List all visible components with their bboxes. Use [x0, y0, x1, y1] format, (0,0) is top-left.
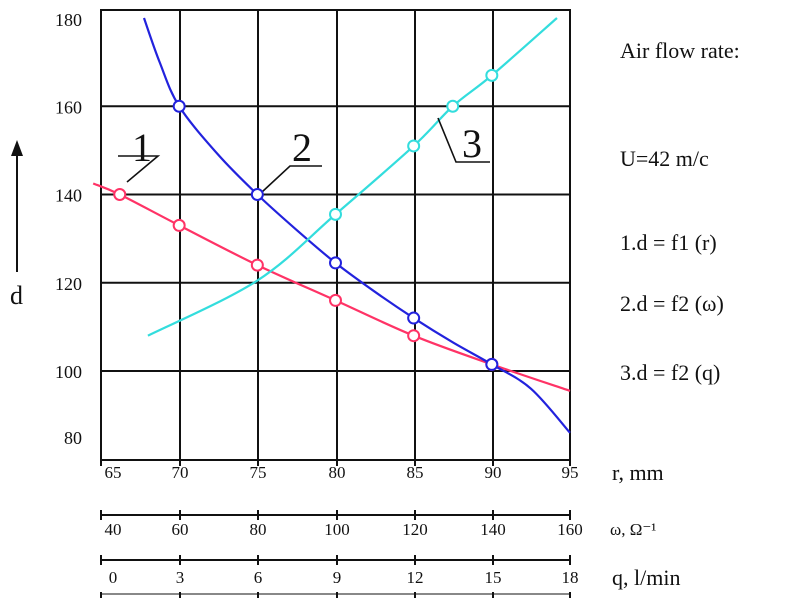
x-tick-label-omega: 80 [250, 520, 267, 539]
x-tick-label-q: 0 [109, 568, 118, 587]
y-tick-label: 180 [55, 10, 82, 30]
series-1-point [329, 293, 342, 307]
y-tick-label: 100 [55, 362, 82, 382]
y-tick-label: 80 [64, 428, 82, 448]
y-tick-label: 160 [55, 97, 82, 117]
legend: Air flow rate: U=42 m/c 1.d = f1 (r) 2.d… [620, 38, 740, 385]
series-2-point [250, 188, 264, 201]
x-tick-label-r: 75 [250, 463, 267, 482]
x-tick-label-q: 9 [333, 568, 342, 587]
x-axis-label-q: q, l/min [612, 565, 680, 590]
x-tick-label-q: 6 [254, 568, 263, 587]
x-tick-label-omega: 120 [402, 520, 428, 539]
x-tick-label-r: 65 [105, 463, 122, 482]
series-2-point [407, 311, 421, 325]
series-2-point [172, 99, 186, 113]
x-tick-label-omega: 60 [172, 520, 189, 539]
legend-entry-1: 1.d = f1 (r) [620, 230, 717, 255]
y-tick-label: 140 [55, 186, 82, 206]
curve-label-3: 3 [462, 121, 482, 166]
curve-label-2: 2 [292, 125, 312, 170]
x-tick-label-r: 70 [172, 463, 189, 482]
x-axis-label-omega: ω, Ω⁻¹ [610, 520, 656, 539]
x-tick-label-q: 12 [407, 568, 424, 587]
series-2-point [485, 357, 499, 371]
x-tick-label-r: 85 [407, 463, 424, 482]
legend-entry-3: 3.d = f2 (q) [620, 360, 720, 385]
plot-frame [100, 9, 571, 461]
series-3-point [446, 99, 460, 113]
x-tick-label-r: 90 [485, 463, 502, 482]
y-tick-labels: 80 100 120 140 160 180 [55, 10, 82, 448]
series-3-point [329, 207, 342, 221]
series-1-point [113, 188, 127, 201]
leader-3 [437, 117, 490, 163]
x-tick-label-omega: 40 [105, 520, 122, 539]
series-1-point [407, 329, 421, 343]
y-axis-arrow [11, 140, 23, 272]
markers [113, 68, 499, 371]
series-3-point [485, 68, 499, 82]
x-tick-label-q: 15 [485, 568, 502, 587]
series-3-line [147, 17, 558, 337]
legend-velocity: U=42 m/c [620, 146, 709, 171]
series-3-point [407, 139, 421, 153]
curve-label-1: 1 [132, 125, 152, 170]
x-tick-label-q: 18 [562, 568, 579, 587]
x-axis-label-r: r, mm [612, 460, 664, 485]
legend-title: Air flow rate: [620, 38, 740, 63]
series-2-point [329, 256, 342, 270]
x-tick-label-r: 80 [329, 463, 346, 482]
series-1-point [250, 258, 264, 272]
leader-2 [261, 165, 322, 193]
legend-entry-2: 2.d = f2 (ω) [620, 291, 724, 316]
x-tick-label-omega: 140 [480, 520, 506, 539]
y-axis-label: d [10, 281, 23, 310]
x-tick-label-q: 3 [176, 568, 185, 587]
series-1-point [172, 218, 186, 232]
y-tick-label: 120 [55, 274, 82, 294]
x-tick-label-omega: 100 [324, 520, 350, 539]
leader-1 [118, 155, 161, 183]
x-tick-label-omega: 160 [557, 520, 583, 539]
grid [100, 9, 571, 461]
x-tick-label-r: 95 [562, 463, 579, 482]
curve-label-leaders [118, 117, 490, 193]
